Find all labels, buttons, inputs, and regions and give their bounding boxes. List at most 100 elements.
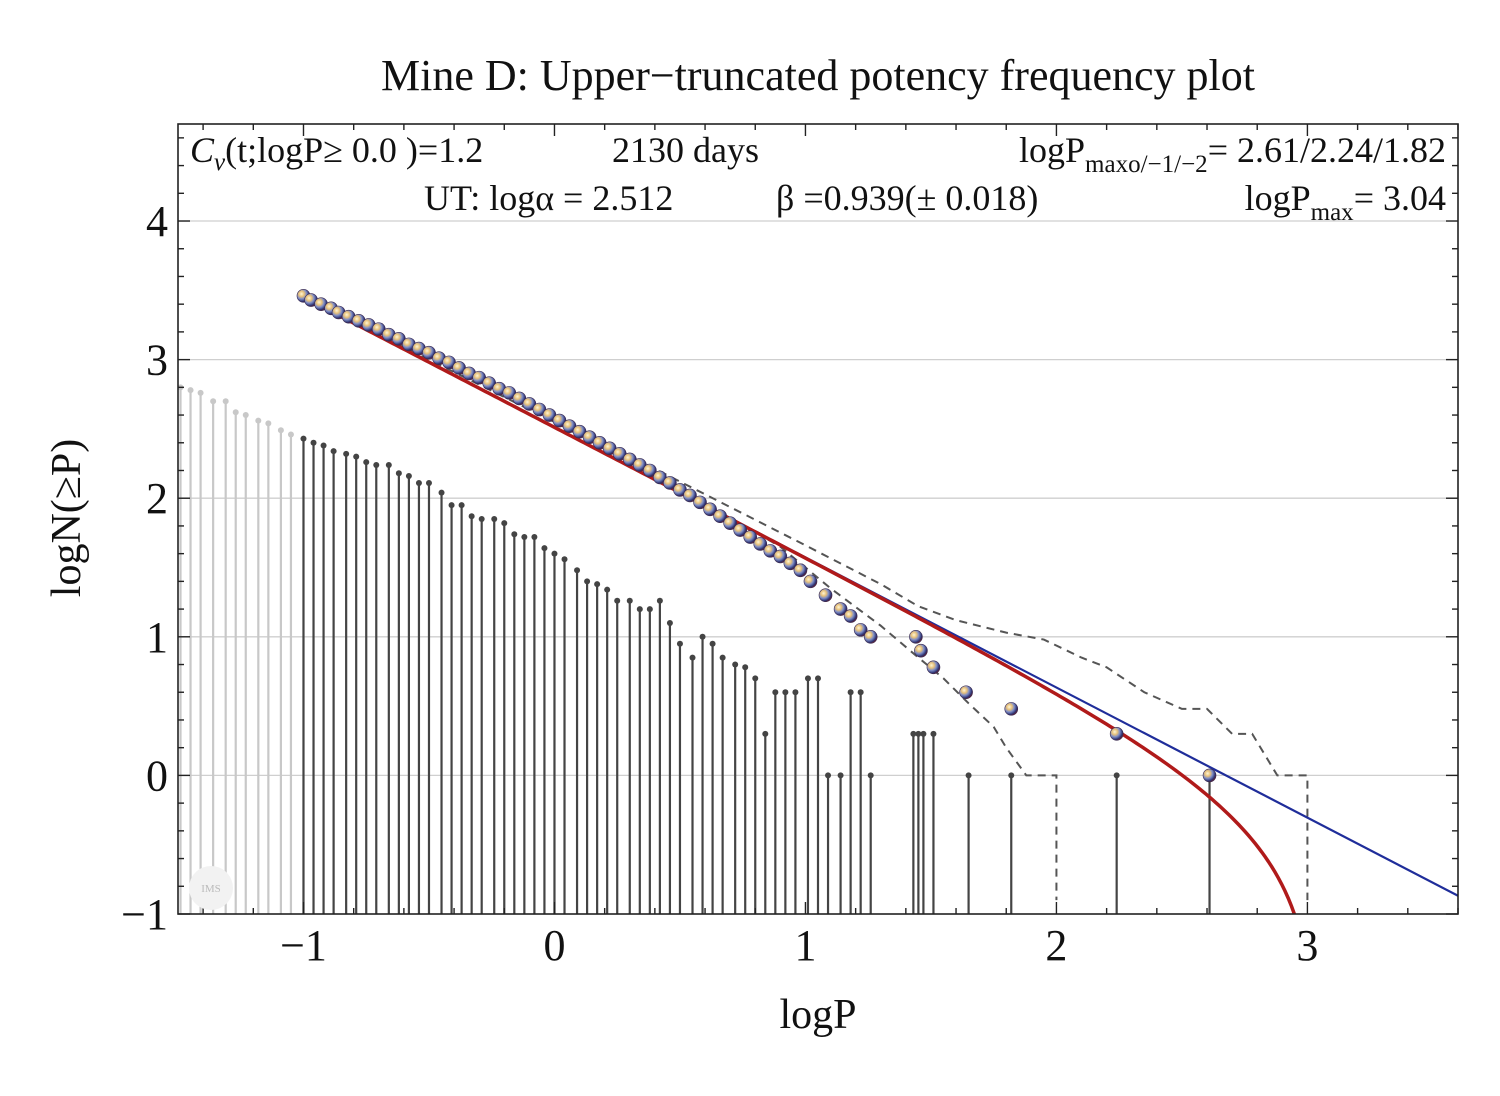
data-point-61 bbox=[1004, 702, 1019, 716]
dark-stem-head-36 bbox=[676, 640, 683, 647]
watermark-badge bbox=[189, 866, 233, 910]
dark-stem-head-38 bbox=[699, 633, 706, 640]
annotation-cv-sub: v bbox=[214, 149, 226, 176]
annotation-pmax-obs-sub: maxo/−1/−2 bbox=[1085, 151, 1208, 178]
dark-stem-head-55 bbox=[910, 730, 917, 737]
annotation-pmax-obs-value: = 2.61/2.24/1.82 bbox=[1208, 130, 1446, 170]
dark-stem-head-44 bbox=[762, 730, 769, 737]
light-stem-head-10 bbox=[287, 431, 294, 438]
histogram-stems bbox=[178, 384, 1213, 914]
confidence-lower-line bbox=[308, 299, 1058, 901]
light-stem-head-5 bbox=[232, 409, 239, 416]
data-point-43 bbox=[723, 516, 737, 530]
dark-stem-head-48 bbox=[804, 675, 811, 682]
tick-labels: −1 0 1 2 3 −1 0 1 2 3 4 bbox=[121, 197, 1318, 970]
dark-stem-head-14 bbox=[448, 502, 455, 509]
y-tick-label-0: −1 bbox=[121, 890, 168, 939]
y-tick-label-4: 3 bbox=[146, 336, 168, 385]
upper-truncated-fit-curve bbox=[302, 295, 1297, 914]
annotation-cv-rest: (t;logP≥ 0.0 )=1.2 bbox=[225, 130, 483, 170]
dark-stem-head-31 bbox=[626, 597, 633, 604]
fit-curves bbox=[302, 295, 1458, 914]
data-point-39 bbox=[683, 488, 697, 503]
annotation-pmax-sub: max bbox=[1311, 199, 1355, 226]
data-point-52 bbox=[818, 588, 833, 603]
dark-stem-head-28 bbox=[594, 581, 601, 588]
dark-stem-head-25 bbox=[561, 556, 568, 563]
light-stem-head-7 bbox=[255, 417, 262, 424]
dark-stem-head-37 bbox=[689, 654, 696, 661]
light-stem-head-9 bbox=[277, 427, 284, 434]
dark-stem-head-47 bbox=[792, 689, 799, 696]
dark-stem-head-32 bbox=[636, 606, 643, 613]
data-point-54 bbox=[843, 609, 858, 623]
data-point-35 bbox=[643, 463, 657, 478]
data-point-60 bbox=[959, 685, 973, 700]
dark-stem-head-22 bbox=[531, 534, 538, 541]
dark-stem-head-58 bbox=[930, 730, 937, 737]
data-point-63 bbox=[1202, 768, 1217, 783]
dark-stem-head-4 bbox=[343, 450, 350, 457]
data-point-40 bbox=[693, 495, 707, 510]
dark-stem-head-2 bbox=[320, 442, 327, 449]
dark-stem-head-18 bbox=[491, 516, 498, 522]
annotation-beta: β =0.939(± 0.018) bbox=[776, 178, 1038, 218]
dark-stem-head-6 bbox=[363, 459, 370, 466]
data-point-51 bbox=[803, 574, 818, 589]
data-point-48 bbox=[773, 549, 788, 564]
watermark: IMS bbox=[189, 866, 233, 910]
dark-stem-head-61 bbox=[1113, 772, 1120, 779]
data-point-46 bbox=[753, 537, 768, 551]
data-point-57 bbox=[909, 630, 923, 644]
dark-stem-head-7 bbox=[373, 461, 380, 468]
data-point-42 bbox=[713, 509, 727, 524]
light-stem-head-4 bbox=[222, 398, 229, 405]
light-stem-head-1 bbox=[187, 387, 194, 394]
axis-ticks bbox=[178, 124, 1459, 915]
dark-stem-head-10 bbox=[405, 473, 412, 480]
y-tick-label-3: 2 bbox=[146, 474, 168, 523]
dark-stem-head-34 bbox=[656, 597, 663, 604]
x-tick-label-1: 0 bbox=[543, 921, 565, 970]
grid-lines bbox=[178, 220, 1458, 777]
annotation-box: Cv(t;logP≥ 0.0 )=1.2 2130 days logPmaxo/… bbox=[190, 130, 1446, 226]
dark-stem-head-8 bbox=[385, 461, 392, 468]
dark-stem-head-23 bbox=[541, 545, 548, 552]
y-tick-label-5: 4 bbox=[146, 197, 168, 246]
light-stem-head-6 bbox=[242, 412, 249, 419]
dark-stem-head-51 bbox=[837, 772, 844, 779]
data-point-50 bbox=[793, 563, 808, 578]
plot-frame bbox=[177, 123, 1459, 915]
annotation-pmax-obs: logPmaxo/−1/−2= 2.61/2.24/1.82 bbox=[1019, 130, 1446, 178]
dark-stem-head-52 bbox=[847, 689, 854, 696]
y-tick-label-2: 1 bbox=[146, 613, 168, 662]
dark-stem-head-39 bbox=[709, 640, 716, 647]
dark-stem-head-17 bbox=[478, 516, 485, 522]
dark-stem-head-53 bbox=[857, 689, 864, 696]
dark-stem-head-3 bbox=[330, 448, 337, 455]
dark-stem-head-30 bbox=[614, 597, 621, 604]
dark-stem-head-42 bbox=[742, 664, 749, 671]
dark-stem-head-29 bbox=[604, 586, 611, 593]
dark-stem-head-11 bbox=[415, 479, 422, 486]
data-point-45 bbox=[743, 530, 758, 544]
dark-stem-head-60 bbox=[1008, 772, 1015, 779]
data-point-56 bbox=[863, 630, 878, 644]
annotation-pmax-label: logP bbox=[1245, 178, 1311, 218]
annotation-cv-symbol: C bbox=[190, 130, 215, 170]
dark-stem-head-54 bbox=[867, 772, 874, 779]
y-tick-label-1: 0 bbox=[146, 751, 168, 800]
annotation-pmax: logPmax= 3.04 bbox=[1245, 178, 1446, 226]
data-point-58 bbox=[914, 643, 928, 658]
dark-stem-head-5 bbox=[353, 453, 360, 460]
dark-stem-head-41 bbox=[732, 661, 739, 668]
annotation-pmax-value: = 3.04 bbox=[1354, 178, 1446, 218]
data-point-41 bbox=[703, 502, 717, 517]
dark-stem-head-33 bbox=[646, 606, 653, 613]
x-axis-label: logP bbox=[779, 992, 856, 1038]
dark-stem-head-21 bbox=[521, 534, 528, 541]
annotation-ut: UT: logα = 2.512 bbox=[424, 178, 673, 218]
annotation-cv: Cv(t;logP≥ 0.0 )=1.2 bbox=[190, 130, 483, 176]
